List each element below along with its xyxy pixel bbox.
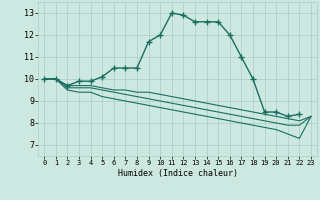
- X-axis label: Humidex (Indice chaleur): Humidex (Indice chaleur): [118, 169, 238, 178]
